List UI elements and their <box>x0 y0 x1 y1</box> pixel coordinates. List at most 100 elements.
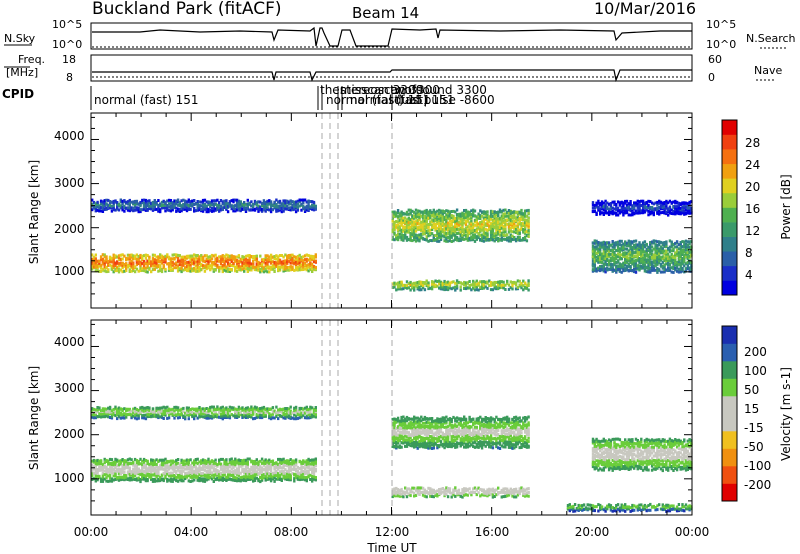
power-band-cell <box>634 239 638 243</box>
power-band-cell <box>670 256 673 259</box>
power-band-cell <box>398 221 402 225</box>
power-band-cell <box>622 269 625 273</box>
power-band-cell <box>116 269 119 272</box>
power-band-cell <box>244 210 248 213</box>
power-band-cell <box>96 259 99 263</box>
power-band-cell <box>133 205 137 209</box>
power-band-cell <box>493 218 496 222</box>
power-band-cell <box>679 247 682 251</box>
power-band-cell <box>436 239 439 243</box>
velocity-band-cell <box>253 459 257 463</box>
power-band-cell <box>209 208 212 212</box>
power-band-cell <box>489 231 493 235</box>
power-band-cell <box>286 205 289 208</box>
power-band-cell <box>132 265 135 269</box>
power-band-cell <box>446 286 450 290</box>
power-band-cell <box>311 206 314 210</box>
power-band-cell <box>497 280 500 284</box>
power-band-cell <box>649 266 652 270</box>
power-band-cell <box>248 201 251 205</box>
power-band-cell <box>312 260 316 263</box>
power-band-cell <box>96 208 99 212</box>
power-band-cell <box>455 219 459 223</box>
velocity-band-cell <box>167 460 171 464</box>
velocity-band-cell <box>191 467 194 471</box>
power-band-cell <box>595 211 598 215</box>
power-band-cell <box>171 267 174 271</box>
power-band-cell <box>252 263 255 267</box>
velocity-band-cell <box>167 478 171 482</box>
power-band-cell <box>616 209 620 213</box>
power-band-cell <box>624 268 627 272</box>
power-band-cell <box>219 207 223 211</box>
power-band-cell <box>452 218 455 222</box>
velocity-band-cell <box>173 465 176 469</box>
power-band-cell <box>94 259 97 263</box>
power-band-cell <box>439 214 443 218</box>
power-band-cell <box>148 260 151 264</box>
power-band-cell <box>489 233 493 237</box>
power-band-cell <box>600 245 604 249</box>
power-band-cell <box>248 261 251 265</box>
power-band-cell <box>166 199 169 203</box>
power-band-cell <box>645 270 648 274</box>
power-band-cell <box>425 282 428 286</box>
power-band-cell <box>175 253 178 257</box>
power-band-cell <box>615 270 618 274</box>
velocity-band-cell <box>130 476 133 480</box>
power-band-cell <box>475 224 478 227</box>
power-band-cell <box>607 263 611 267</box>
power-band-cell <box>520 218 523 221</box>
velocity-band-cell <box>175 476 178 479</box>
power-band-cell <box>110 200 114 204</box>
velocity-band-cell <box>244 472 248 476</box>
power-band-cell <box>413 222 416 226</box>
power-band-cell <box>198 204 201 208</box>
velocity-band-cell <box>126 461 130 465</box>
power-band-cell <box>627 213 630 217</box>
velocity-band-cell <box>278 465 282 468</box>
power-band-cell <box>688 203 691 207</box>
power-band-cell <box>409 236 412 240</box>
velocity-band-cell <box>150 476 153 480</box>
power-band-cell <box>674 245 677 249</box>
power-band-cell <box>294 204 298 208</box>
power-band-cell <box>151 264 155 268</box>
power-band-cell <box>160 260 164 264</box>
power-band-cell <box>162 255 165 259</box>
power-band-cell <box>606 268 609 272</box>
velocity-band-cell <box>148 469 151 473</box>
power-band-cell <box>450 223 453 227</box>
power-band-cell <box>416 238 419 242</box>
power-band-cell <box>658 261 661 265</box>
power-band-cell <box>164 260 167 264</box>
velocity-band-cell <box>221 478 224 482</box>
power-band-cell <box>246 198 249 202</box>
power-band-cell <box>234 265 237 269</box>
power-band-cell <box>112 258 115 262</box>
velocity-band-cell <box>117 476 121 479</box>
power-band-cell <box>243 262 246 265</box>
power-band-cell <box>271 255 275 259</box>
power-band-cell <box>289 255 292 259</box>
power-band-cell <box>618 250 622 254</box>
power-band-cell <box>658 212 661 216</box>
power-band-cell <box>400 221 403 225</box>
velocity-band-cell <box>110 461 114 465</box>
power-band-cell <box>216 203 219 207</box>
power-band-cell <box>525 218 529 222</box>
power-band-cell <box>516 222 520 226</box>
power-band-cell <box>511 230 514 234</box>
power-band-cell <box>432 234 435 238</box>
power-band-cell <box>139 210 142 214</box>
power-band-cell <box>472 238 475 242</box>
power-band-cell <box>101 253 105 257</box>
power-band-cell <box>216 256 219 260</box>
power-band-cell <box>193 268 196 272</box>
power-band-cell <box>235 255 239 259</box>
power-band-cell <box>291 267 294 271</box>
power-band-cell <box>480 236 484 240</box>
power-band-cell <box>634 247 638 251</box>
power-band-cell <box>477 212 480 216</box>
power-band-cell <box>622 201 625 205</box>
